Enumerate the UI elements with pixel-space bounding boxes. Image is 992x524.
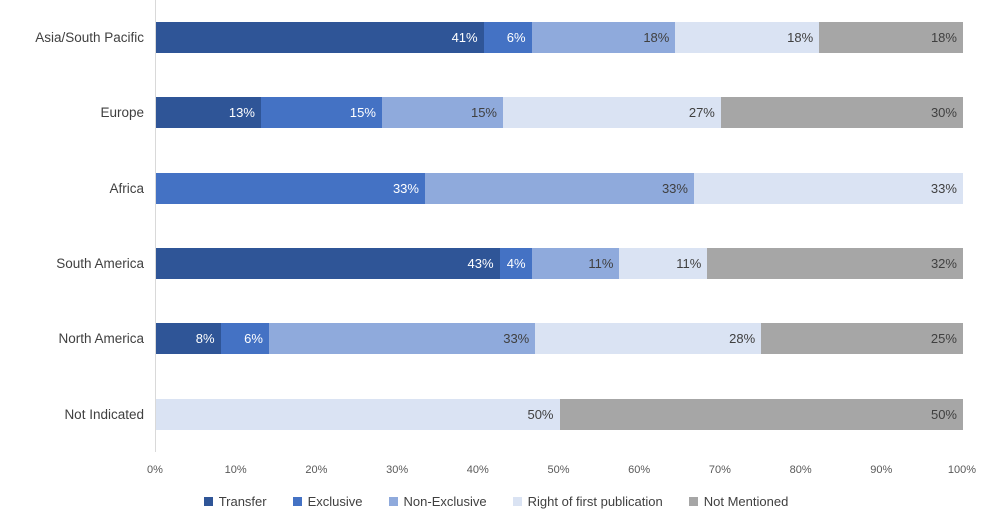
bar-segment-right-of-first-publication: 27% [503,97,721,129]
chart-row: Asia/South Pacific 41% 6% 18% 18% 18% [35,0,963,75]
legend-swatch-icon [388,497,398,506]
legend-item-transfer: Transfer [203,494,267,509]
data-label: 33% [503,331,530,347]
category-label: Europe [100,105,144,121]
x-tick-label: 50% [547,464,570,476]
bar-segment-right-of-first-publication: 50% [156,398,560,430]
data-label: 41% [451,30,478,46]
stacked-bar: 50% 50% [156,398,963,430]
data-label: 18% [787,30,814,46]
bar-segment-non-exclusive: 18% [531,22,676,54]
category-label: Africa [109,180,144,196]
bar-segment-non-exclusive: 33% [424,172,694,204]
data-label: 11% [588,256,614,272]
data-label: 33% [392,180,419,196]
bar-segment-right-of-first-publication: 18% [675,22,820,54]
chart-row: Not Indicated 50% 50% [64,377,963,452]
x-tick-label: 20% [305,464,328,476]
chart-row: South America 43% 4% 11% 11% 32% [56,226,963,301]
data-label: 28% [729,331,756,347]
bar-segment-not-mentioned: 30% [720,97,963,129]
data-label: 8% [195,331,215,347]
bar-segment-right-of-first-publication: 11% [619,248,708,280]
stacked-bar: 13% 15% 15% 27% 30% [156,97,963,129]
bar-segment-transfer: 8% [156,323,221,355]
stacked-bar: 8% 6% 33% 28% 25% [156,323,963,355]
x-tick-label: 30% [386,464,409,476]
legend-label: Not Mentioned [703,494,789,509]
bar-segment-transfer: 13% [156,97,261,129]
data-label: 18% [643,30,670,46]
x-tick-label: 100% [947,464,977,476]
data-label: 43% [467,256,494,272]
x-tick-label: 10% [224,464,247,476]
bar-segment-transfer: 41% [156,22,484,54]
bar-segment-exclusive: 6% [220,323,269,355]
data-label: 27% [688,105,715,121]
bar-segment-non-exclusive: 15% [381,97,503,129]
x-tick-label: 40% [466,464,489,476]
data-label: 32% [930,256,957,272]
legend-swatch-icon [292,497,302,506]
category-label: North America [58,331,144,347]
category-label: Asia/South Pacific [35,30,144,46]
chart-row: North America 8% 6% 33% 28% 25% [58,301,963,376]
data-label: 11% [676,256,702,272]
legend-item-right-of-first-publication: Right of first publication [512,494,663,509]
x-tick-label: 60% [628,464,651,476]
chart-row: Africa 33% 33% 33% [109,151,963,226]
bar-segment-transfer: 43% [156,248,500,280]
bar-segment-exclusive: 33% [156,172,425,204]
legend-swatch-icon [512,497,522,506]
bar-segment-exclusive: 15% [260,97,382,129]
legend-label: Non-Exclusive [403,494,487,509]
data-label: 50% [930,406,957,422]
legend: Transfer Exclusive Non-Exclusive Right of f… [0,494,992,509]
bar-segment-not-mentioned: 25% [761,323,963,355]
bar-segment-right-of-first-publication: 33% [693,172,963,204]
bar-segment-not-mentioned: 18% [819,22,963,54]
legend-label: Right of first publication [527,494,663,509]
bar-segment-exclusive: 4% [499,248,532,280]
legend-item-exclusive: Exclusive [292,494,363,509]
bar-segment-not-mentioned: 32% [707,248,963,280]
data-label: 6% [506,30,526,46]
stacked-bar: 41% 6% 18% 18% 18% [156,22,963,54]
x-tick-label: 90% [870,464,893,476]
data-label: 18% [930,30,957,46]
plot-area: Asia/South Pacific 41% 6% 18% 18% 18% Europe 13… [35,0,963,452]
legend-swatch-icon [688,497,698,506]
legend-label: Transfer [218,494,267,509]
bar-segment-right-of-first-publication: 28% [535,323,762,355]
category-label: South America [56,256,144,272]
category-label: Not Indicated [64,406,144,422]
x-tick-label: 80% [789,464,812,476]
data-label: 50% [527,406,554,422]
bar-segment-exclusive: 6% [483,22,532,54]
data-label: 33% [930,180,957,196]
stacked-bar: 43% 4% 11% 11% 32% [156,248,963,280]
x-axis: 0% 10% 20% 30% 40% 50% 60% 70% 80% 90% 100% [147,464,976,480]
x-tick-label: 70% [708,464,731,476]
legend-item-not-mentioned: Not Mentioned [688,494,789,509]
data-label: 6% [244,331,263,347]
data-label: 4% [506,256,526,272]
chart-row: Europe 13% 15% 15% 27% 30% [100,75,963,150]
data-label: 30% [930,105,957,121]
data-label: 13% [228,105,255,121]
bar-segment-not-mentioned: 50% [559,398,963,430]
legend-swatch-icon [203,497,213,506]
bar-segment-non-exclusive: 11% [531,248,620,280]
x-tick-label: 0% [147,464,163,476]
legend-label: Exclusive [307,494,363,509]
bar-segment-non-exclusive: 33% [268,323,536,355]
legend-item-non-exclusive: Non-Exclusive [388,494,487,509]
stacked-bar: 33% 33% 33% [156,172,963,204]
data-label: 25% [930,331,957,347]
data-label: 15% [349,105,376,121]
data-label: 33% [661,180,688,196]
data-label: 15% [470,105,497,121]
